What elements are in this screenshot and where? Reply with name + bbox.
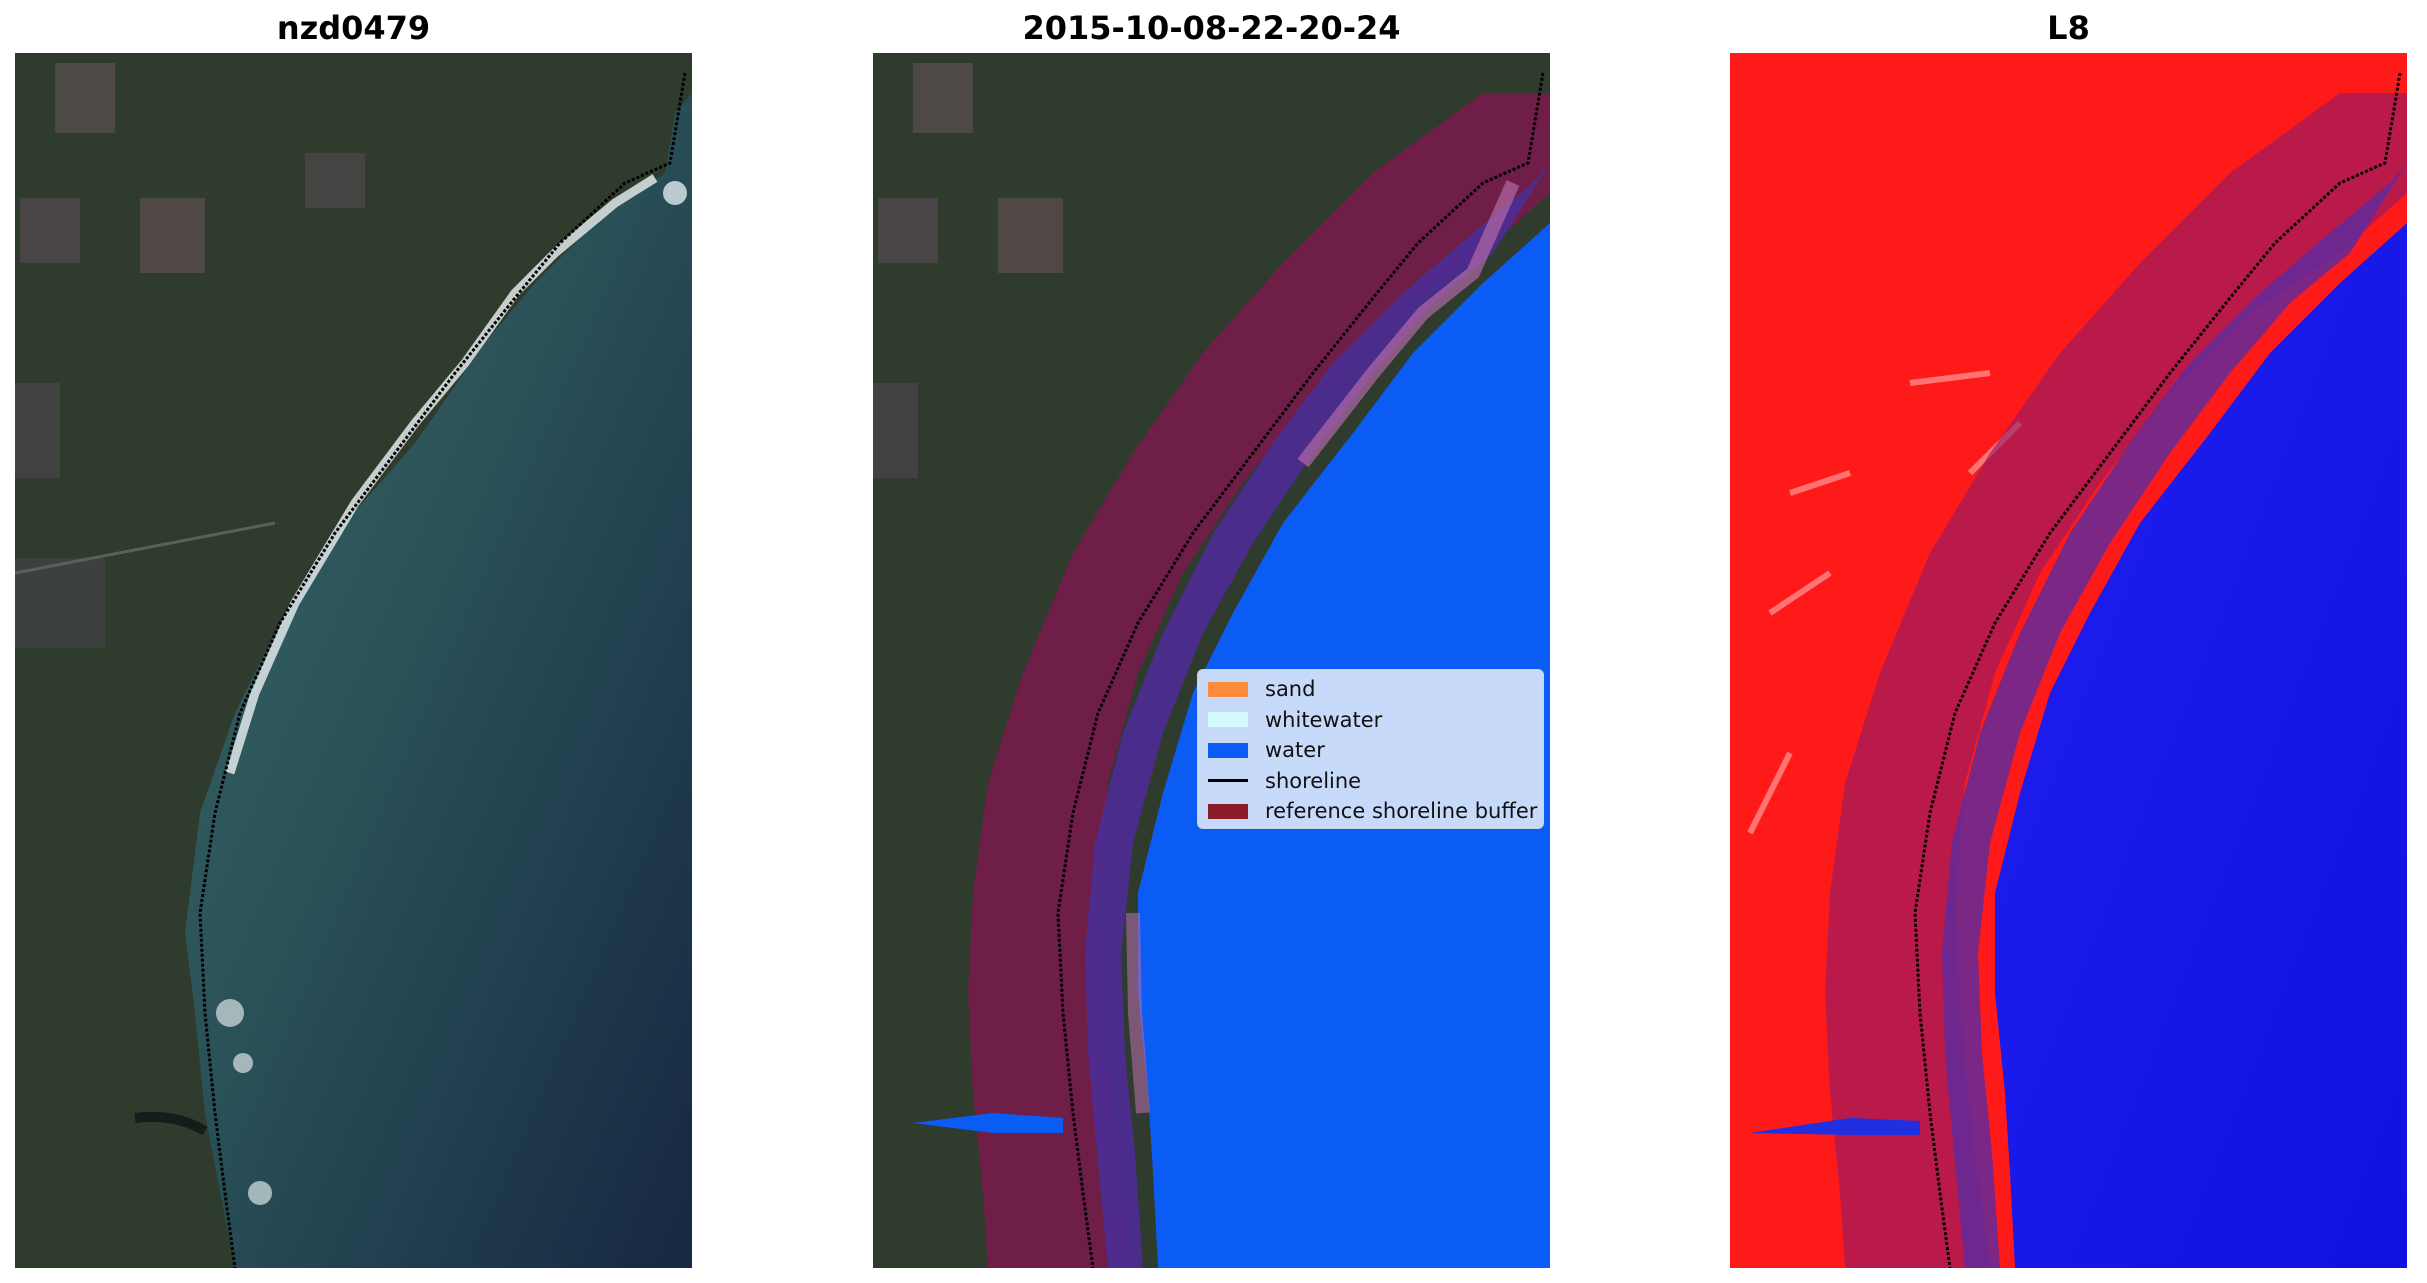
river-water [1750,1118,1920,1135]
whitewater-band [1942,163,2407,1268]
panel-title-rgb: nzd0479 [276,9,431,47]
classified-image [873,53,1550,1268]
whitewater-band [1085,163,1550,1268]
legend-item-buffer: reference shoreline buffer [1208,796,1543,827]
field-patch [15,383,60,478]
road [15,521,276,575]
field-patch [913,63,973,133]
legend-swatch-buffer [1208,803,1248,819]
field-patch [305,153,365,208]
sand-like-band [1126,912,1150,1114]
surf-patch [233,1053,253,1073]
sea-area [185,93,692,1268]
reference-shoreline-buffer [968,93,1550,1268]
index-highlights [1747,370,2023,835]
legend: sand whitewater water shoreline referenc… [1197,669,1544,829]
rgb-satellite-image [15,53,692,1268]
legend-swatch-shoreline [1208,779,1248,783]
field-patch [873,383,918,478]
water-index-area [1995,223,2407,1268]
legend-item-shoreline: shoreline [1208,766,1543,797]
field-patch [878,198,938,263]
legend-label-water: water [1265,738,1325,763]
field-patch [140,198,205,273]
field-patch [55,63,115,133]
legend-label-buffer: reference shoreline buffer [1265,799,1538,824]
field-patch [15,558,105,648]
reference-shoreline-buffer [1825,93,2407,1268]
index-svg [1730,53,2407,1268]
legend-item-water: water [1208,735,1543,766]
surf-patch [248,1181,272,1205]
panel-title-classified: 2015-10-08-22-20-24 [1022,9,1401,47]
legend-item-sand: sand [1208,674,1543,705]
sand-like-band [1297,180,1520,468]
index-image [1730,53,2407,1268]
river-water [913,1113,1063,1133]
field-patch [20,198,80,263]
river-channel [134,1111,208,1136]
rgb-satellite-svg [15,53,692,1268]
legend-label-whitewater: whitewater [1265,707,1383,732]
legend-swatch-whitewater [1208,712,1248,728]
legend-label-sand: sand [1265,677,1316,702]
surf-patch [663,181,687,205]
legend-swatch-sand [1208,681,1248,697]
classified-svg [873,53,1550,1268]
panel-title-index: L8 [2047,9,2090,47]
legend-item-whitewater: whitewater [1208,705,1543,736]
legend-label-shoreline: shoreline [1265,768,1362,793]
legend-swatch-water [1208,742,1248,758]
surf-patch [216,999,244,1027]
field-patch [998,198,1063,273]
